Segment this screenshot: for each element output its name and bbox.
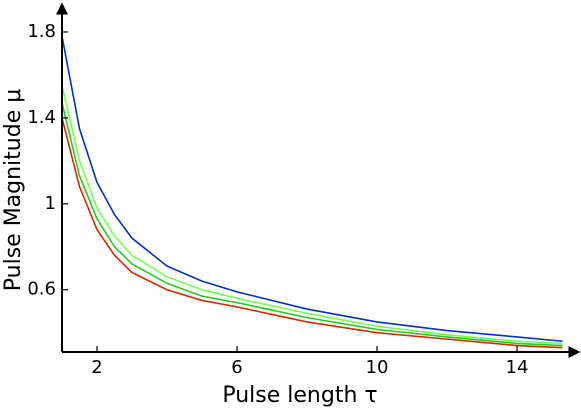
line-series xyxy=(61,36,563,343)
x-tick-label: 6 xyxy=(231,357,242,378)
x-tick-label: 2 xyxy=(91,357,102,378)
x-axis-arrow xyxy=(568,346,581,358)
y-tick-label: 1.8 xyxy=(27,21,56,42)
y-tick-label: 0.6 xyxy=(27,279,56,300)
x-tick-label: 10 xyxy=(366,357,389,378)
line-series xyxy=(61,85,563,345)
y-axis-arrow xyxy=(56,2,68,15)
line-series xyxy=(61,102,563,347)
x-tick-label: 14 xyxy=(506,357,529,378)
line-series xyxy=(61,117,563,349)
y-axis-label: Pulse Magnitude μ xyxy=(1,89,26,291)
y-tick-label: 1 xyxy=(45,193,56,214)
x-axis-label: Pulse length τ xyxy=(222,383,377,408)
y-tick-label: 1.4 xyxy=(27,107,56,128)
